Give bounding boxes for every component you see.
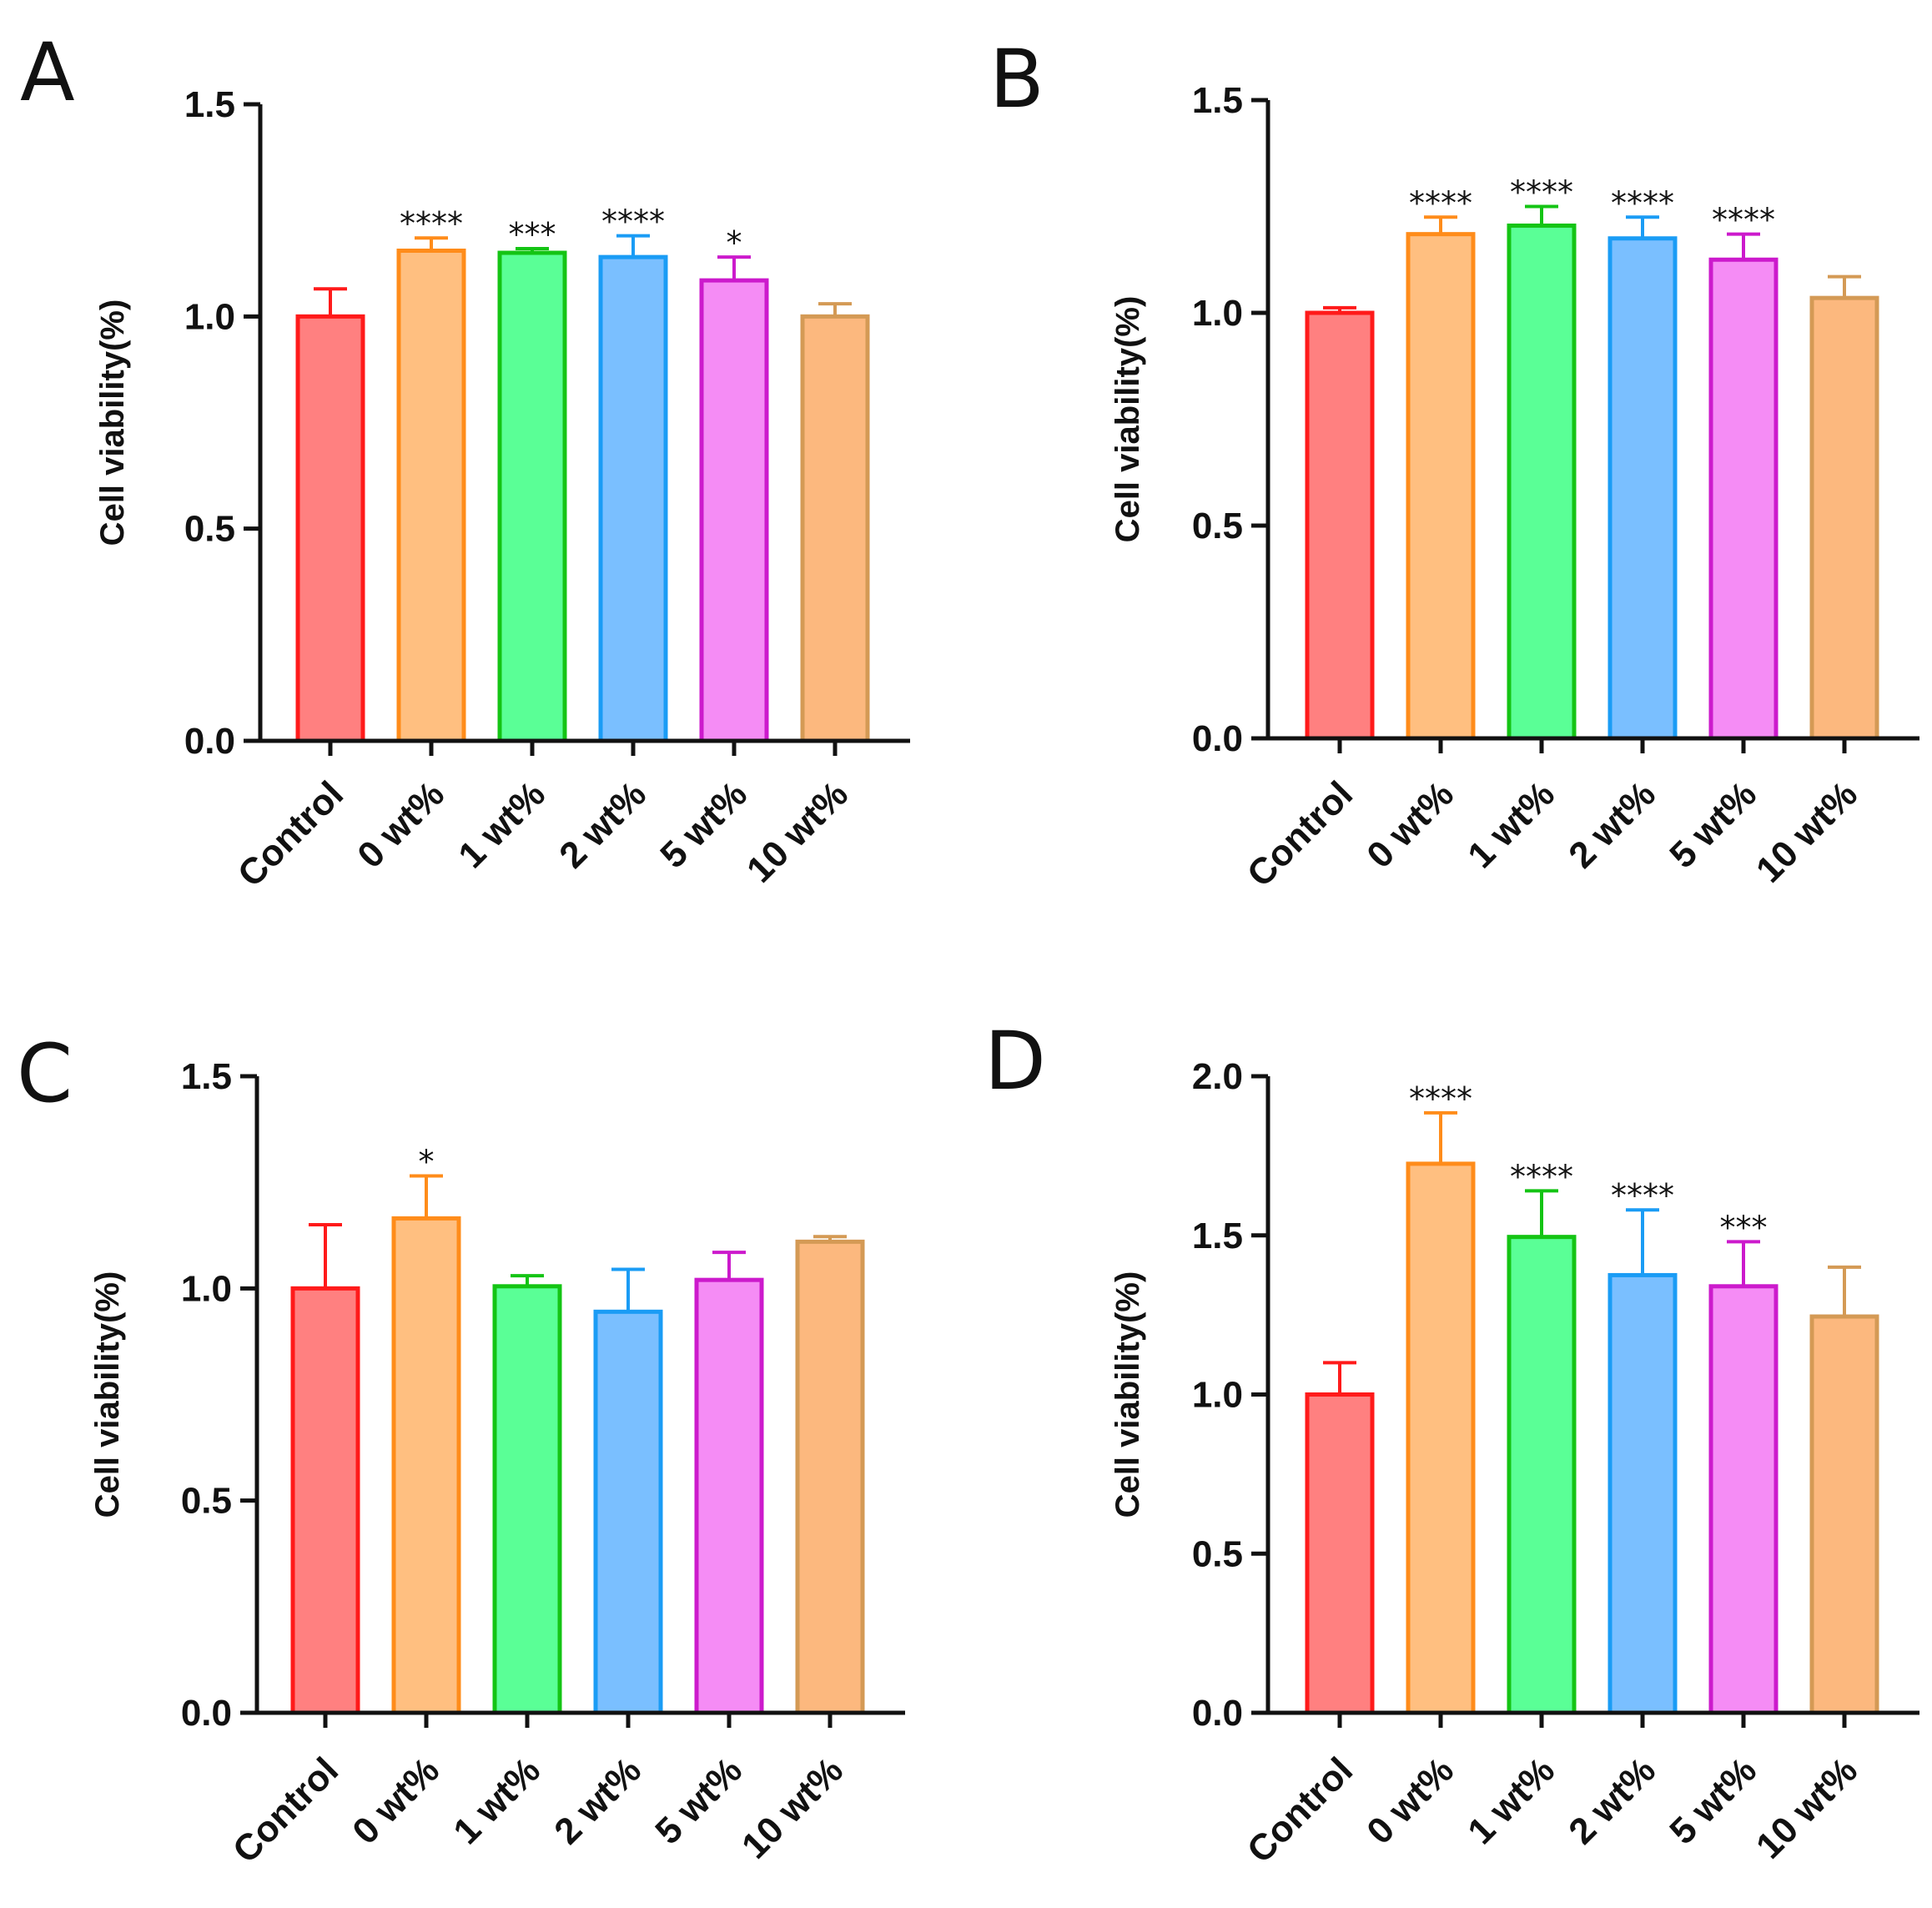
bar (1507, 1235, 1577, 1715)
y-tick-label: 1.5 (181, 1056, 232, 1097)
bar (694, 1277, 764, 1715)
y-tick-label: 0.5 (1192, 506, 1243, 546)
significance-label: **** (1510, 1158, 1573, 1195)
significance-label: **** (601, 204, 665, 240)
bar (1607, 236, 1678, 741)
bar (795, 1239, 865, 1715)
y-tick-label: 1.5 (1192, 80, 1243, 121)
y-tick-label: 0.0 (1192, 1693, 1243, 1734)
significance-label: *** (1720, 1209, 1768, 1246)
significance-label: **** (1611, 184, 1674, 221)
y-tick-label: 0.0 (181, 1693, 232, 1734)
y-tick-label: 0.0 (184, 721, 235, 762)
y-tick-label: 1.0 (181, 1268, 232, 1309)
bar (497, 250, 567, 743)
bar (598, 254, 668, 743)
significance-label: **** (400, 205, 463, 242)
bar (800, 314, 870, 743)
y-tick-label: 1.0 (1192, 1375, 1243, 1416)
y-tick-label: 1.5 (184, 84, 235, 125)
panel-letter: A (20, 26, 75, 119)
bar (1507, 223, 1577, 741)
bar (1809, 295, 1879, 741)
significance-label: * (419, 1144, 435, 1181)
panel-letter: B (989, 33, 1044, 126)
significance-label: **** (1409, 1080, 1472, 1117)
y-tick-label: 0.5 (184, 509, 235, 550)
bar (1406, 1161, 1476, 1715)
panel-letter: D (984, 1014, 1046, 1108)
significance-label: **** (1611, 1177, 1674, 1214)
bar (295, 314, 365, 743)
significance-label: *** (509, 216, 556, 253)
significance-label: **** (1712, 202, 1775, 239)
y-tick-label: 1.5 (1192, 1216, 1243, 1256)
bar (1809, 1314, 1879, 1715)
y-tick-label: 2.0 (1192, 1056, 1243, 1097)
bar (1607, 1272, 1678, 1715)
significance-label: **** (1409, 184, 1472, 221)
y-tick-label: 0.5 (181, 1481, 232, 1522)
bar (1406, 232, 1476, 741)
y-axis-label: Cell viability(%) (89, 1271, 126, 1518)
bar (391, 1216, 461, 1715)
y-axis-label: Cell viability(%) (1109, 296, 1146, 543)
y-tick-label: 1.0 (1192, 293, 1243, 334)
significance-label: * (727, 224, 742, 261)
bar (1708, 1284, 1779, 1715)
bar (1305, 1392, 1375, 1715)
bar (1305, 310, 1375, 741)
y-axis-label: Cell viability(%) (1109, 1271, 1146, 1518)
bar (290, 1286, 360, 1715)
significance-label: **** (1510, 174, 1573, 211)
y-tick-label: 1.0 (184, 296, 235, 337)
bar (396, 248, 466, 743)
y-tick-label: 0.5 (1192, 1533, 1243, 1574)
bar (699, 278, 769, 743)
bar (593, 1309, 663, 1715)
bar (1708, 257, 1779, 741)
panel-letter: C (17, 1027, 73, 1120)
y-axis-label: Cell viability(%) (94, 300, 131, 546)
bar (492, 1284, 562, 1715)
y-tick-label: 0.0 (1192, 718, 1243, 759)
